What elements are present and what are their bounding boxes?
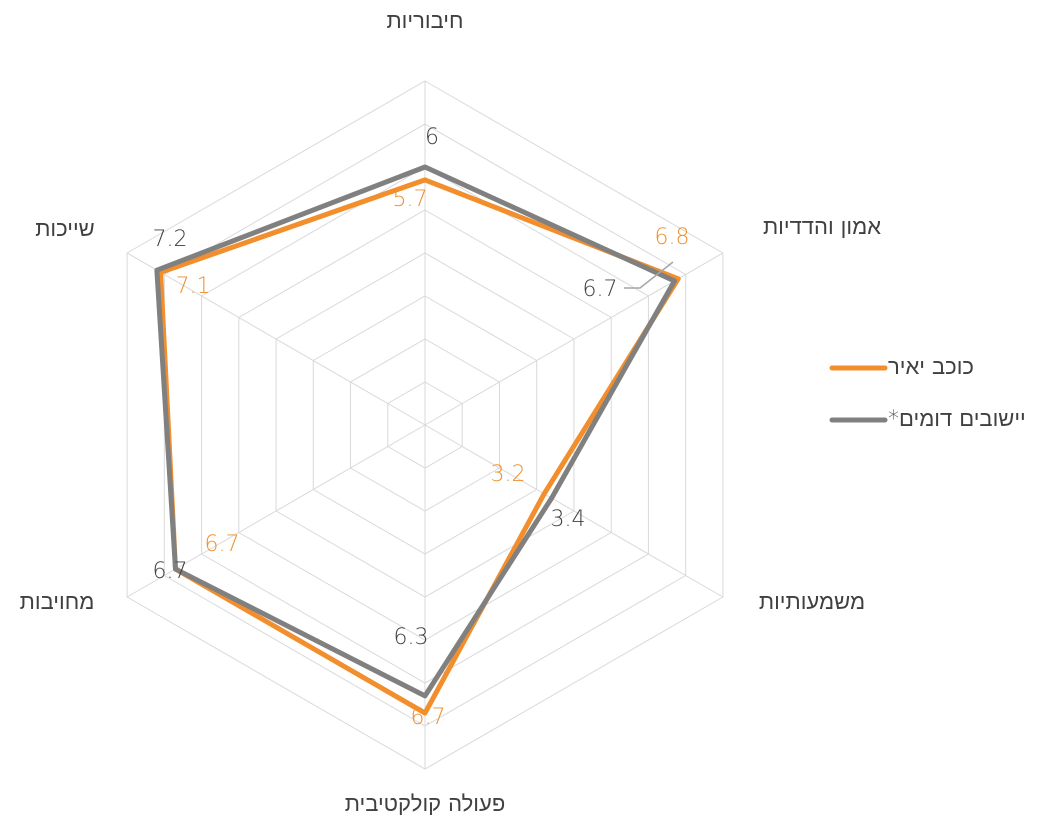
data-label: 6.8 (655, 225, 690, 250)
data-label: 6.7 (411, 705, 446, 730)
category-label: משמעותיות (759, 590, 865, 615)
data-label: 5.7 (393, 187, 428, 212)
data-label: 7.1 (176, 274, 211, 299)
category-label: חיבוריות (386, 9, 463, 34)
data-label: 6 (425, 125, 439, 150)
spoke (126, 252, 426, 426)
leader-line (624, 261, 674, 289)
data-label: 7.2 (153, 227, 188, 252)
data-label: 6.7 (153, 559, 188, 584)
series-line (154, 164, 678, 699)
category-label: אמון והדדיות (763, 215, 881, 240)
series-line (158, 177, 681, 716)
legend-label: יישובים דומים* (888, 407, 1026, 432)
category-label: מחויבות (20, 590, 95, 615)
category-label: שייכות (35, 217, 95, 242)
data-label: 3.2 (491, 462, 526, 487)
data-label: 6.3 (394, 625, 429, 650)
legend-label: כוכב יאיר (888, 355, 974, 380)
spoke (424, 424, 724, 598)
category-label: פעולה קולקטיבית (345, 792, 505, 817)
data-label: 3.4 (551, 507, 586, 532)
data-label: 6.7 (583, 277, 618, 302)
data-label: 6.7 (205, 532, 240, 557)
